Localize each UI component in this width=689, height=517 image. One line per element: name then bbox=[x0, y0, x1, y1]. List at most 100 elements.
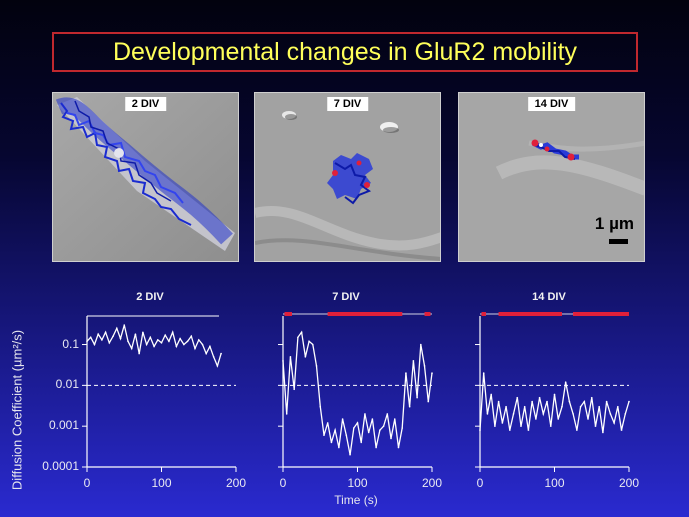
data-point bbox=[145, 343, 148, 346]
data-point bbox=[427, 400, 430, 403]
trajectory-7div bbox=[255, 93, 440, 261]
trajectory-14div bbox=[459, 93, 644, 261]
data-point bbox=[482, 372, 485, 374]
data-point bbox=[282, 359, 284, 362]
data-point bbox=[297, 336, 299, 339]
plot-title-7div: 7 DIV bbox=[332, 291, 360, 303]
data-point bbox=[164, 334, 167, 336]
panel-label: 14 DIV bbox=[527, 97, 576, 111]
data-point bbox=[93, 343, 96, 346]
x-tick-label: 0 bbox=[83, 476, 91, 490]
data-point bbox=[371, 418, 374, 420]
data-point bbox=[628, 400, 630, 403]
slide-title: Developmental changes in GluR2 mobility bbox=[112, 37, 578, 66]
data-point bbox=[579, 405, 582, 408]
data-point bbox=[486, 413, 489, 415]
data-point bbox=[527, 429, 530, 431]
trajectory-2div bbox=[53, 93, 238, 261]
data-point bbox=[583, 400, 586, 403]
data-point bbox=[531, 400, 533, 403]
x-tick-label: 200 bbox=[618, 476, 640, 490]
data-point bbox=[538, 396, 541, 399]
data-point bbox=[127, 340, 129, 343]
data-point bbox=[535, 418, 537, 420]
data-point bbox=[209, 345, 211, 348]
data-point bbox=[323, 434, 325, 437]
data-point bbox=[308, 340, 310, 343]
data-point bbox=[216, 365, 219, 367]
data-point bbox=[617, 405, 619, 408]
data-point bbox=[123, 324, 126, 326]
data-point bbox=[624, 413, 627, 415]
data-point bbox=[587, 418, 589, 420]
data-point bbox=[367, 431, 370, 434]
data-point bbox=[304, 356, 307, 358]
data-point bbox=[397, 446, 400, 449]
data-point bbox=[494, 425, 496, 427]
image-panel-7div: 7 DIV bbox=[254, 92, 441, 262]
data-point bbox=[379, 429, 381, 431]
data-point bbox=[416, 396, 418, 399]
data-point bbox=[516, 396, 519, 399]
data-point bbox=[101, 339, 103, 341]
data-point bbox=[609, 413, 612, 415]
data-point bbox=[108, 342, 111, 344]
data-point bbox=[205, 352, 207, 355]
data-point bbox=[420, 343, 422, 346]
data-point bbox=[620, 429, 623, 431]
x-tick-label: 0 bbox=[476, 476, 484, 490]
data-point bbox=[194, 347, 196, 350]
data-point bbox=[156, 339, 159, 341]
data-point bbox=[312, 343, 314, 346]
data-point bbox=[319, 405, 322, 408]
data-point bbox=[497, 400, 500, 403]
data-point bbox=[412, 359, 415, 362]
data-point bbox=[408, 405, 411, 408]
data-point bbox=[405, 372, 407, 374]
slide-title-box: Developmental changes in GluR2 mobility bbox=[52, 32, 638, 72]
data-point bbox=[175, 345, 178, 348]
diffusion-trace bbox=[86, 324, 222, 368]
data-point bbox=[326, 422, 329, 424]
x-tick-label: 100 bbox=[544, 476, 565, 490]
data-point bbox=[138, 352, 140, 355]
data-point bbox=[479, 429, 481, 431]
data-point bbox=[594, 425, 597, 427]
data-point bbox=[572, 413, 574, 415]
data-point bbox=[523, 405, 526, 408]
data-point bbox=[352, 427, 355, 429]
data-point bbox=[341, 418, 344, 420]
data-point bbox=[505, 405, 507, 408]
data-point bbox=[86, 340, 88, 343]
data-point bbox=[134, 333, 137, 335]
data-point bbox=[360, 441, 363, 444]
data-point bbox=[89, 336, 92, 339]
data-point bbox=[553, 393, 556, 396]
data-point bbox=[382, 425, 385, 427]
data-point bbox=[520, 425, 522, 427]
y-tick-label: 0.0001 bbox=[42, 459, 79, 473]
data-point bbox=[375, 446, 377, 449]
panel-label: 2 DIV bbox=[124, 97, 167, 111]
data-point bbox=[393, 418, 396, 420]
data-point bbox=[212, 356, 215, 358]
data-point bbox=[116, 327, 118, 330]
data-point bbox=[401, 427, 404, 429]
scale-bar-label: 1 µm bbox=[594, 214, 634, 233]
x-tick-label: 0 bbox=[279, 476, 287, 490]
data-point bbox=[160, 342, 163, 344]
y-tick-label: 0.1 bbox=[62, 336, 79, 351]
x-tick-label: 100 bbox=[151, 476, 172, 490]
data-point bbox=[390, 437, 392, 440]
data-point bbox=[345, 434, 348, 437]
data-point bbox=[142, 331, 144, 334]
data-point bbox=[183, 343, 185, 346]
data-point bbox=[119, 337, 122, 340]
data-point bbox=[602, 431, 604, 434]
data-point bbox=[576, 429, 578, 431]
data-point bbox=[197, 339, 200, 341]
data-point bbox=[190, 335, 193, 338]
data-point bbox=[300, 331, 303, 334]
data-point bbox=[112, 335, 114, 338]
